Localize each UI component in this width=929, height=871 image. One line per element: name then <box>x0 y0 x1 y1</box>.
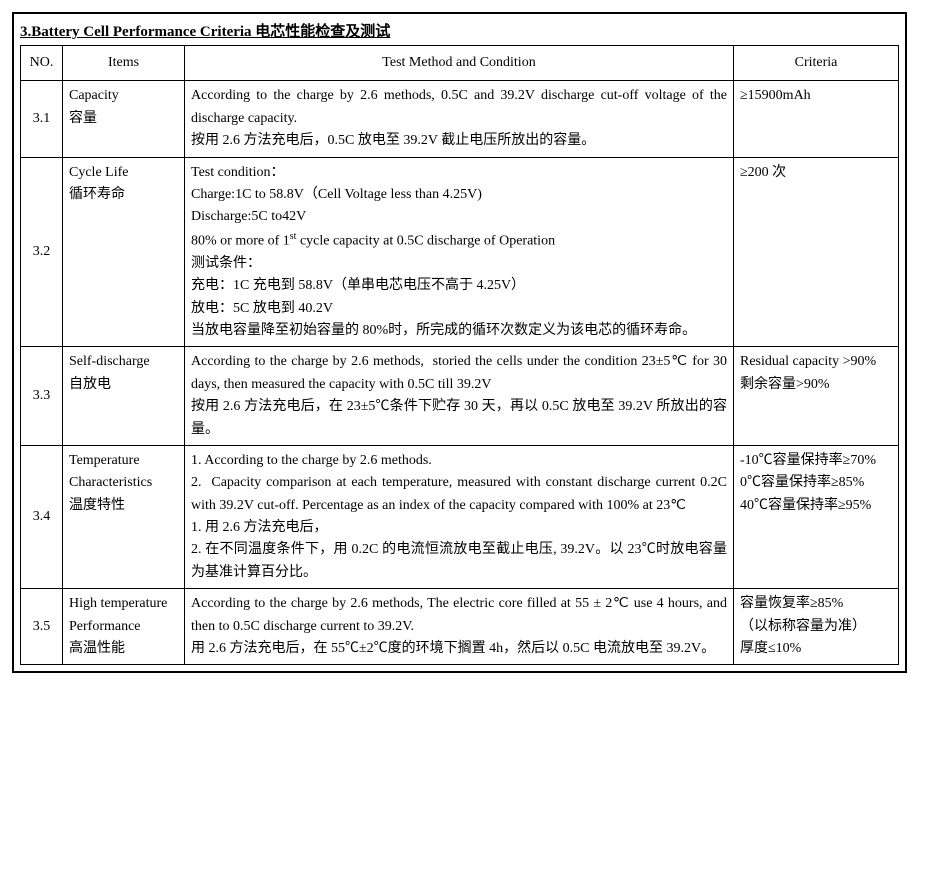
cell-criteria: -10℃容量保持率≥70%0℃容量保持率≥85%40℃容量保持率≥95% <box>734 445 899 588</box>
header-no: NO. <box>21 46 63 81</box>
table-row: 3.5High temperature Performance高温性能Accor… <box>21 589 899 665</box>
table-row: 3.2Cycle Life循环寿命Test condition：Charge:1… <box>21 157 899 347</box>
table-body: 3.1Capacity容量According to the charge by … <box>21 81 899 665</box>
page-frame: 3.Battery Cell Performance Criteria 电芯性能… <box>12 12 907 673</box>
cell-test-method: 1. According to the charge by 2.6 method… <box>185 445 734 588</box>
cell-item: Temperature Characteristics温度特性 <box>63 445 185 588</box>
cell-no: 3.1 <box>21 81 63 157</box>
section-title: 3.Battery Cell Performance Criteria 电芯性能… <box>20 20 899 41</box>
header-items: Items <box>63 46 185 81</box>
table-row: 3.4Temperature Characteristics温度特性1. Acc… <box>21 445 899 588</box>
table-row: 3.3Self-discharge自放电According to the cha… <box>21 347 899 446</box>
cell-no: 3.2 <box>21 157 63 347</box>
cell-test-method: According to the charge by 2.6 methods, … <box>185 81 734 157</box>
cell-criteria: 容量恢复率≥85%（以标称容量为准）厚度≤10% <box>734 589 899 665</box>
table-row: 3.1Capacity容量According to the charge by … <box>21 81 899 157</box>
cell-item: Self-discharge自放电 <box>63 347 185 446</box>
cell-test-method: Test condition：Charge:1C to 58.8V（Cell V… <box>185 157 734 347</box>
cell-criteria: Residual capacity >90%剩余容量>90% <box>734 347 899 446</box>
cell-item: Cycle Life循环寿命 <box>63 157 185 347</box>
cell-test-method: According to the charge by 2.6 methods, … <box>185 347 734 446</box>
cell-item: High temperature Performance高温性能 <box>63 589 185 665</box>
cell-no: 3.4 <box>21 445 63 588</box>
cell-criteria: ≥15900mAh <box>734 81 899 157</box>
performance-table: NO. Items Test Method and Condition Crit… <box>20 45 899 665</box>
cell-item: Capacity容量 <box>63 81 185 157</box>
cell-criteria: ≥200 次 <box>734 157 899 347</box>
table-header-row: NO. Items Test Method and Condition Crit… <box>21 46 899 81</box>
cell-test-method: According to the charge by 2.6 methods, … <box>185 589 734 665</box>
header-test: Test Method and Condition <box>185 46 734 81</box>
cell-no: 3.5 <box>21 589 63 665</box>
cell-no: 3.3 <box>21 347 63 446</box>
header-criteria: Criteria <box>734 46 899 81</box>
